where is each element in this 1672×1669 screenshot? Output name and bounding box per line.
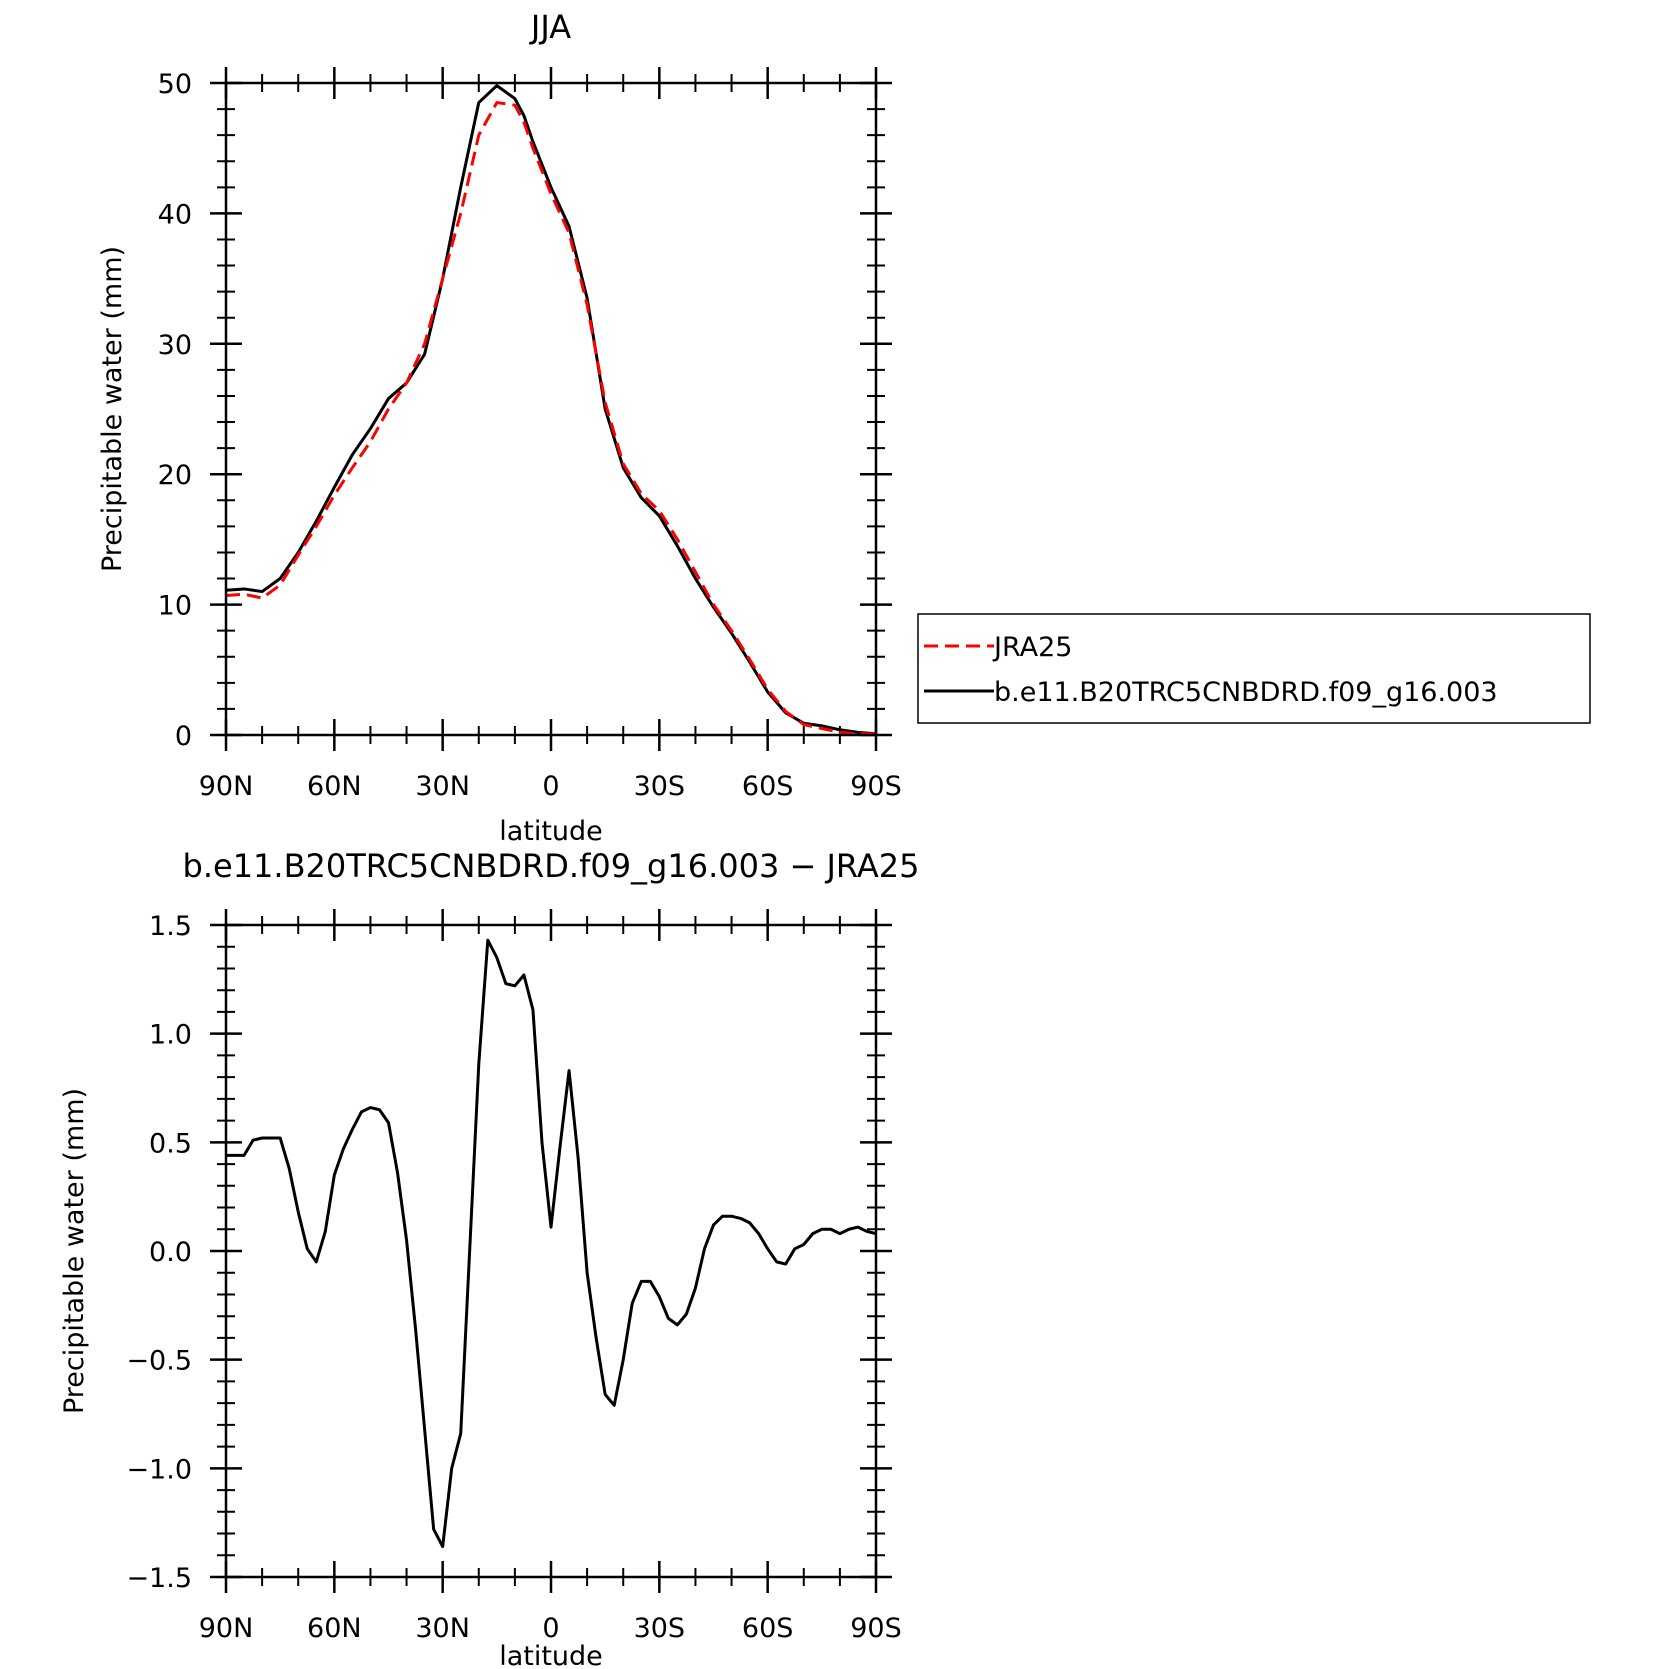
panel-bottom: b.e11.B20TRC5CNBDRD.f09_g16.003 − JRA25 … (59, 847, 919, 1669)
legend-label-jra25: JRA25 (992, 632, 1072, 663)
x-tick-label: 30N (415, 1613, 470, 1644)
plot-frame (224, 923, 878, 1579)
chart-title: b.e11.B20TRC5CNBDRD.f09_g16.003 − JRA25 (183, 847, 920, 885)
x-tick-label: 60N (307, 771, 362, 802)
x-tick-label: 60S (742, 771, 794, 802)
y-tick-label: 1.0 (149, 1020, 192, 1051)
y-tick-label: 0.5 (149, 1128, 192, 1159)
y-tick-label: 50 (158, 69, 192, 100)
legend-label-model: b.e11.B20TRC5CNBDRD.f09_g16.003 (994, 677, 1498, 708)
y-tick-label: 20 (158, 460, 192, 491)
plot-frame (224, 81, 878, 737)
x-tick-label: 30N (415, 771, 470, 802)
series-line-0 (226, 938, 877, 1549)
legend-box (917, 613, 1591, 724)
y-axis-label: Precipitable water (mm) (97, 246, 128, 572)
y-tick-label: 30 (158, 330, 192, 361)
x-tick-label: 90N (199, 1613, 254, 1644)
y-tick-label: 0 (175, 721, 192, 752)
y-tick-label: 1.5 (149, 911, 192, 942)
x-tick-label: 0 (542, 1613, 559, 1644)
y-tick-label: −1.5 (126, 1563, 192, 1594)
series-lines (225, 84, 877, 736)
x-tick-label: 30S (634, 1613, 686, 1644)
tick-marks (210, 909, 892, 1593)
x-tick-label: 90S (850, 1613, 902, 1644)
y-tick-label: −0.5 (126, 1346, 192, 1377)
tick-labels: 90N 60N 30N 0 30S 60S 90S 0 10 20 30 40 50 (158, 69, 902, 802)
y-tick-label: −1.0 (126, 1454, 192, 1485)
x-tick-label: 90S (850, 771, 902, 802)
x-tick-label: 90N (199, 771, 254, 802)
x-tick-label: 60S (742, 1613, 794, 1644)
x-axis-label: latitude (499, 1641, 603, 1669)
series-lines (226, 938, 877, 1549)
series-line-jra25 (225, 101, 876, 736)
y-axis-label: Precipitable water (mm) (59, 1088, 90, 1414)
y-tick-label: 0.0 (149, 1237, 192, 1268)
tick-marks (210, 67, 892, 751)
tick-labels: 90N 60N 30N 0 30S 60S 90S −1.5 −1.0 −0.5 0.0 0.5 1.0… (126, 911, 901, 1644)
x-tick-label: 0 (542, 771, 559, 802)
y-tick-label: 10 (158, 591, 192, 622)
x-tick-label: 30S (634, 771, 686, 802)
legend: JRA25 b.e11.B20TRC5CNBDRD.f09_g16.003 (917, 613, 1591, 724)
x-tick-label: 60N (307, 1613, 362, 1644)
panel-top: JJA latitude Precipitable water (mm) 90N… (97, 8, 902, 847)
y-tick-label: 40 (158, 199, 192, 230)
x-axis-label: latitude (499, 816, 603, 847)
chart-title: JJA (529, 8, 571, 46)
series-line-b-e11-b20trc5cnbdrd-f09-g16-003 (225, 84, 877, 736)
